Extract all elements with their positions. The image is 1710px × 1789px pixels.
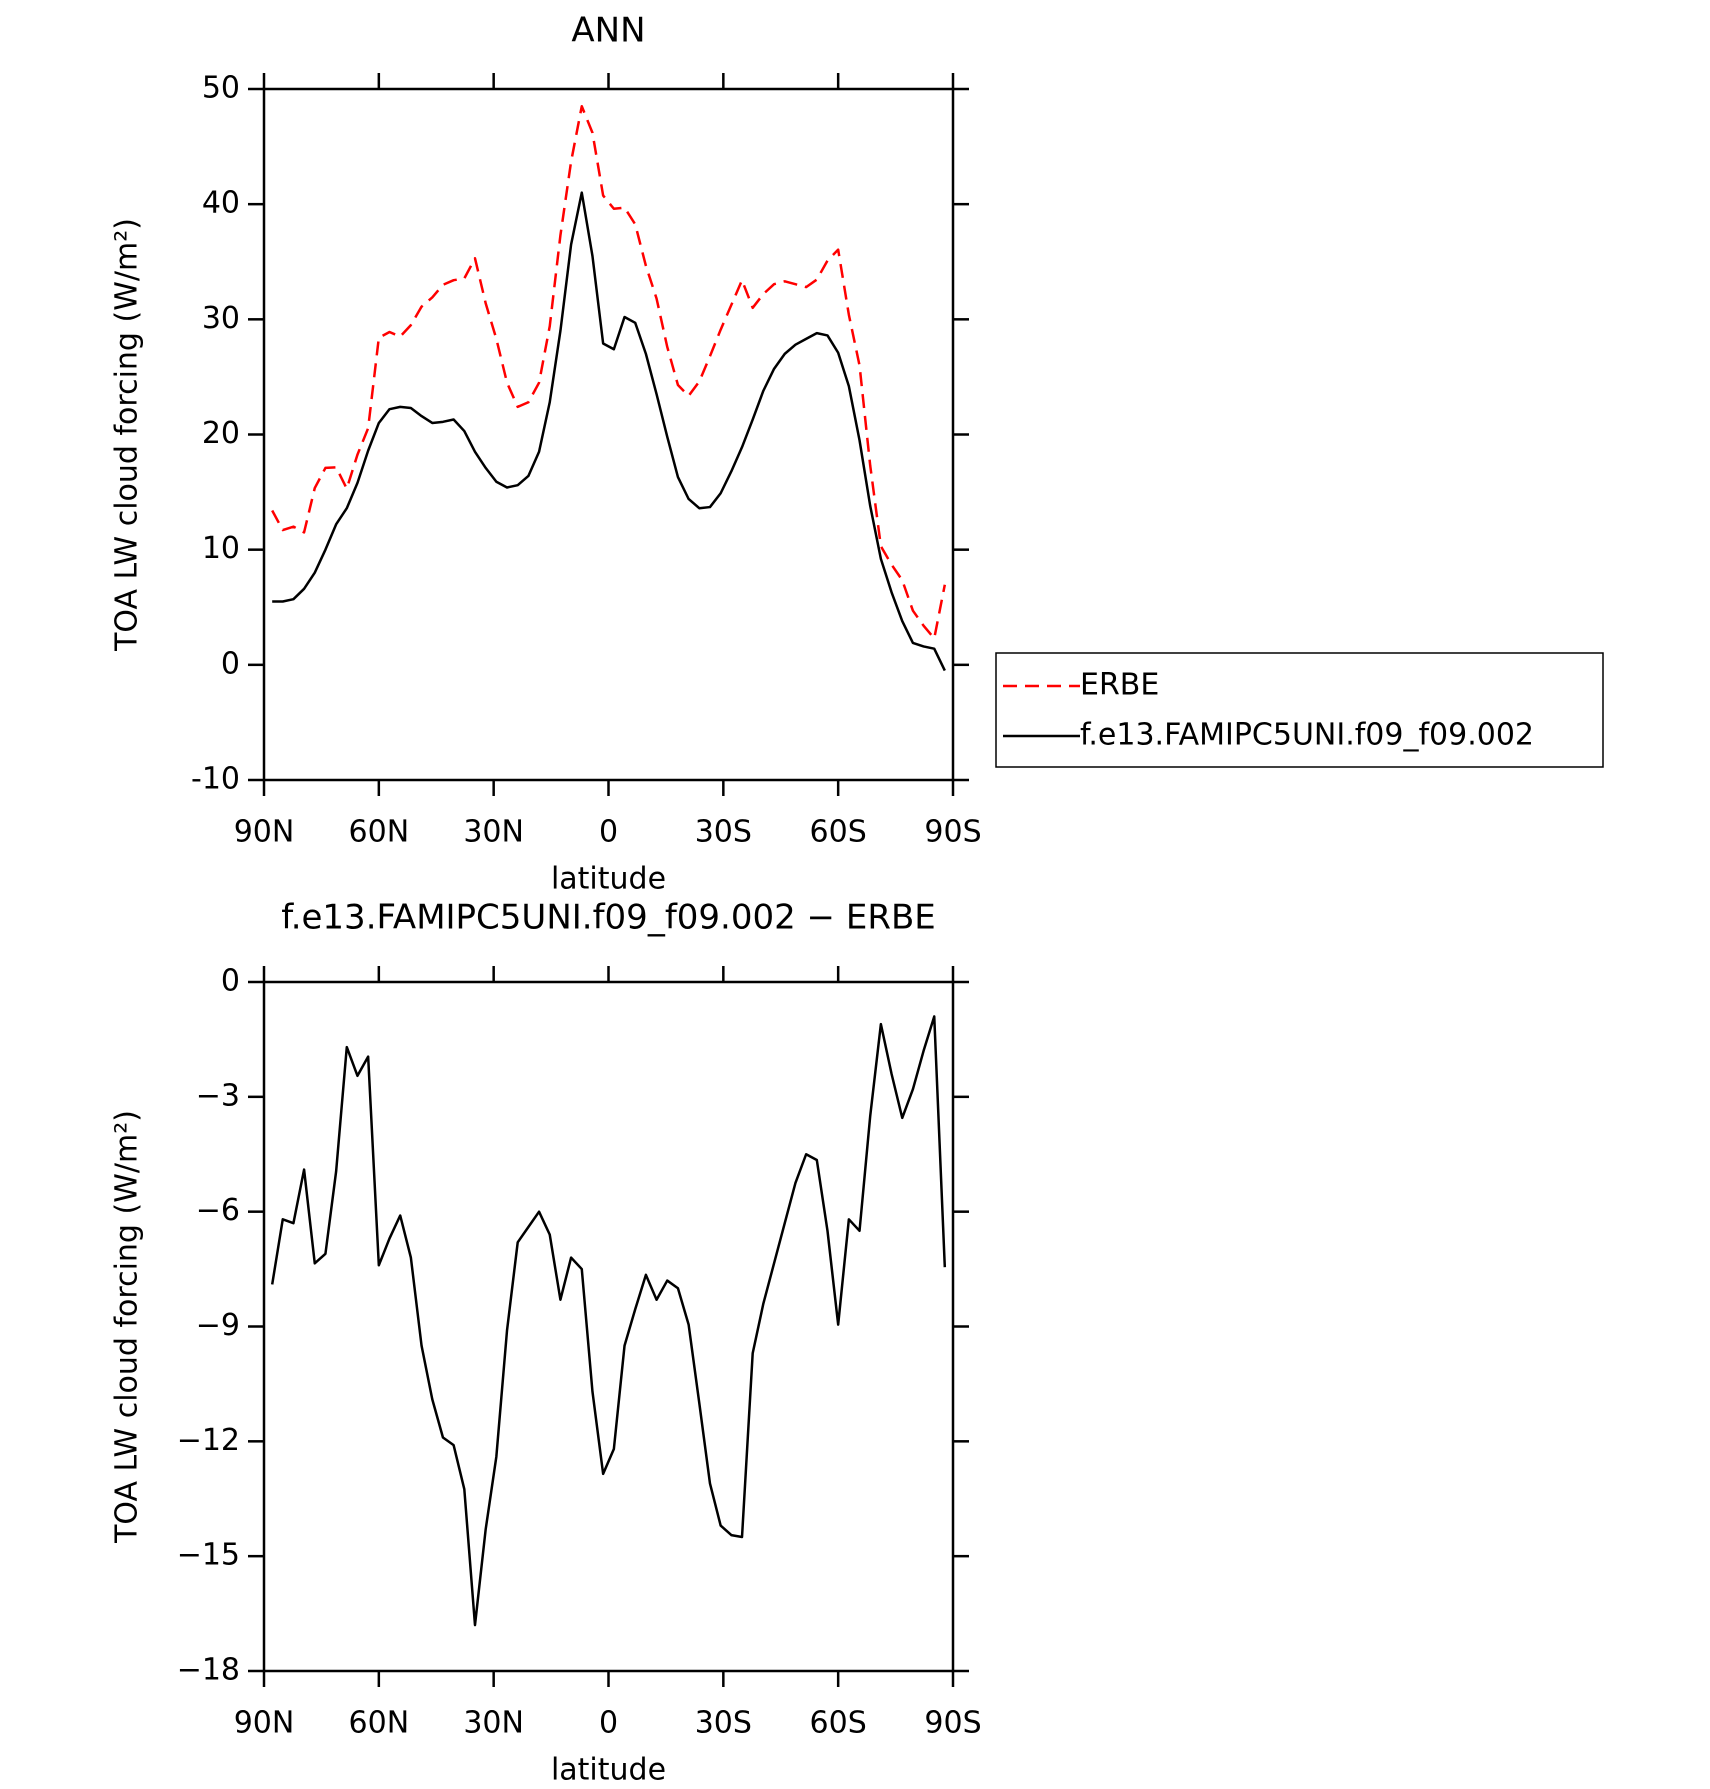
y-tick-label: 20 — [202, 416, 240, 451]
x-tick-label: 30N — [463, 815, 524, 850]
legend-label: f.e13.FAMIPC5UNI.f09_f09.002 — [1080, 718, 1534, 753]
y-tick-label: 10 — [202, 531, 240, 566]
x-axis-label: latitude — [551, 1753, 666, 1788]
x-tick-label: 60N — [349, 815, 410, 850]
y-tick-label: −18 — [177, 1653, 240, 1688]
x-tick-label: 90N — [234, 815, 295, 850]
y-tick-label: −12 — [177, 1423, 240, 1458]
x-tick-label: 60N — [349, 1706, 410, 1741]
chart-title: ANN — [571, 11, 645, 51]
x-tick-label: 90S — [924, 815, 981, 850]
y-tick-label: 50 — [202, 71, 240, 106]
x-tick-label: 30S — [695, 1706, 752, 1741]
plot-frame — [262, 980, 955, 1673]
series-line — [270, 1015, 947, 1627]
x-tick-label: 30S — [695, 815, 752, 850]
plot-frame — [262, 87, 955, 782]
x-axis-label: latitude — [551, 862, 666, 897]
x-tick-label: 60S — [810, 815, 867, 850]
y-tick-label: 0 — [221, 964, 240, 999]
y-tick-label: −3 — [196, 1078, 240, 1113]
legend-label: ERBE — [1080, 668, 1159, 703]
y-axis-label: TOA LW cloud forcing (W/m²) — [110, 218, 145, 652]
y-tick-label: −6 — [196, 1193, 240, 1228]
chart-title: f.e13.FAMIPC5UNI.f09_f09.002 − ERBE — [281, 898, 936, 938]
y-tick-label: -10 — [191, 762, 240, 797]
legend-box — [995, 652, 1604, 768]
series-line — [271, 105, 947, 640]
series-line — [272, 191, 946, 672]
x-tick-label: 90N — [234, 1706, 295, 1741]
y-tick-label: −15 — [177, 1538, 240, 1573]
x-tick-label: 30N — [463, 1706, 524, 1741]
y-tick-label: −9 — [196, 1308, 240, 1343]
y-tick-label: 0 — [221, 646, 240, 681]
x-tick-label: 0 — [599, 815, 618, 850]
y-tick-label: 30 — [202, 301, 240, 336]
x-tick-label: 90S — [924, 1706, 981, 1741]
x-tick-label: 60S — [810, 1706, 867, 1741]
x-tick-label: 0 — [599, 1706, 618, 1741]
y-tick-label: 40 — [202, 186, 240, 221]
y-axis-label: TOA LW cloud forcing (W/m²) — [110, 1110, 145, 1544]
